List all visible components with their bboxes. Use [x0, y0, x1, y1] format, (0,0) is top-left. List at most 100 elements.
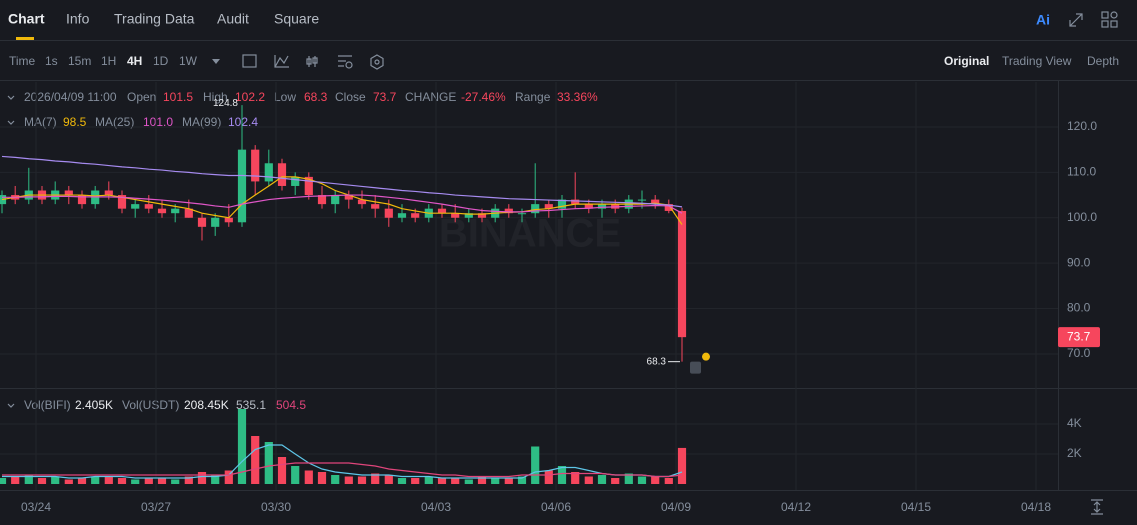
interval[interactable]: Time: [9, 54, 36, 68]
info-value: 73.7: [373, 90, 397, 104]
info-value: 33.36%: [557, 90, 598, 104]
info-label: High: [203, 90, 228, 104]
candle-body: [544, 204, 553, 209]
volume-bar: [51, 476, 60, 484]
volume-bar: [397, 478, 407, 484]
y-tick-label: 2K: [1067, 446, 1082, 460]
interval[interactable]: 1s: [45, 54, 58, 68]
legend-value: 504.5: [276, 398, 306, 412]
volume-bar: [411, 478, 420, 484]
candle-body: [131, 204, 140, 209]
view[interactable]: Depth: [1087, 54, 1119, 68]
view[interactable]: Trading View: [1002, 54, 1072, 68]
candle-body: [637, 199, 647, 201]
volume-bar: [544, 470, 553, 484]
volume-bar: [357, 476, 367, 484]
collapse-icon[interactable]: [7, 403, 15, 408]
volume-bar: [237, 409, 247, 484]
volume-bar: [24, 475, 33, 484]
legend-value: 102.4: [228, 115, 258, 129]
collapse-icon[interactable]: [7, 95, 15, 100]
candle-body: [557, 199, 567, 209]
candle-body: [211, 217, 220, 227]
info-value: 102.2: [235, 90, 265, 104]
interval[interactable]: 1H: [101, 54, 116, 68]
volume-bar: [144, 478, 153, 484]
info-label: Low: [274, 90, 296, 104]
candle-body: [277, 163, 287, 186]
candle-body: [664, 204, 673, 211]
volume-bar: [677, 447, 687, 484]
legend-label: Vol(BIFI): [24, 398, 71, 412]
legend-value: 101.0: [143, 115, 173, 129]
candle-body: [384, 208, 393, 218]
tool-icon[interactable]: [274, 55, 289, 68]
volume-bar: [331, 475, 340, 484]
legend-label: MA(25): [95, 115, 134, 129]
view[interactable]: Original: [944, 54, 989, 68]
volume-bar: [197, 472, 207, 484]
interval[interactable]: 1D: [153, 54, 169, 68]
volume-bar: [531, 446, 540, 484]
candle-body: [357, 199, 367, 205]
scale-icon[interactable]: [1091, 499, 1103, 515]
tab[interactable]: Trading Data: [114, 11, 195, 27]
volume-bar: [624, 473, 633, 484]
layout-icon[interactable]: [1101, 11, 1118, 28]
high-label: 124.8: [213, 98, 238, 109]
y-tick-label: 100.0: [1067, 210, 1097, 224]
volume-bar: [451, 478, 460, 484]
x-tick-label: 03/24: [21, 500, 51, 514]
candle-body: [584, 204, 593, 209]
candle-body: [464, 213, 473, 218]
tab[interactable]: Chart: [8, 11, 45, 27]
tab[interactable]: Info: [66, 11, 90, 27]
volume-bar: [611, 478, 620, 484]
x-tick-label: 04/15: [901, 500, 931, 514]
tool-icon[interactable]: [345, 61, 353, 69]
candle-body: [64, 190, 73, 196]
info-label: CHANGE: [405, 90, 456, 104]
volume-bar: [251, 436, 260, 484]
candle-body: [344, 195, 353, 200]
expand-icon[interactable]: [1069, 13, 1083, 27]
y-tick-label: 80.0: [1067, 301, 1091, 315]
candle-body: [531, 204, 540, 214]
volume-bar: [651, 476, 660, 484]
info-label: Open: [127, 90, 156, 104]
interval[interactable]: 15m: [68, 54, 91, 68]
tool-icon[interactable]: [306, 56, 318, 67]
dropdown[interactable]: [212, 59, 220, 64]
volume-bar: [384, 475, 393, 484]
volume-bar: [171, 479, 180, 484]
candle-body: [651, 199, 660, 205]
ai-button[interactable]: Ai: [1036, 12, 1050, 28]
tool-icon[interactable]: [374, 59, 380, 65]
volume-bar: [0, 478, 7, 484]
info-value: 68.3: [304, 90, 328, 104]
volume-bar: [77, 478, 87, 484]
info-date: 2026/04/09 11:00: [24, 90, 117, 104]
candle-body: [224, 217, 233, 223]
tool-icon[interactable]: [242, 54, 257, 68]
tool-icon[interactable]: [370, 54, 384, 70]
tool-icon[interactable]: [338, 55, 352, 67]
volume-bar: [91, 476, 100, 484]
candle-body: [197, 217, 207, 227]
candle-body: [157, 208, 167, 214]
tab[interactable]: Audit: [217, 11, 249, 27]
interval[interactable]: 1W: [179, 54, 198, 68]
candle-body: [477, 213, 487, 218]
candle-body: [437, 208, 447, 214]
interval[interactable]: 4H: [127, 54, 142, 68]
candle-body: [117, 195, 127, 209]
x-tick-label: 04/09: [661, 500, 691, 514]
volume-bar: [291, 466, 300, 484]
volume-bar: [304, 470, 313, 484]
volume-bar: [371, 473, 380, 484]
tab[interactable]: Square: [274, 11, 319, 27]
collapse-icon[interactable]: [7, 120, 15, 125]
x-tick-label: 04/12: [781, 500, 811, 514]
volume-bar: [344, 476, 353, 484]
ma-line: [2, 194, 683, 214]
